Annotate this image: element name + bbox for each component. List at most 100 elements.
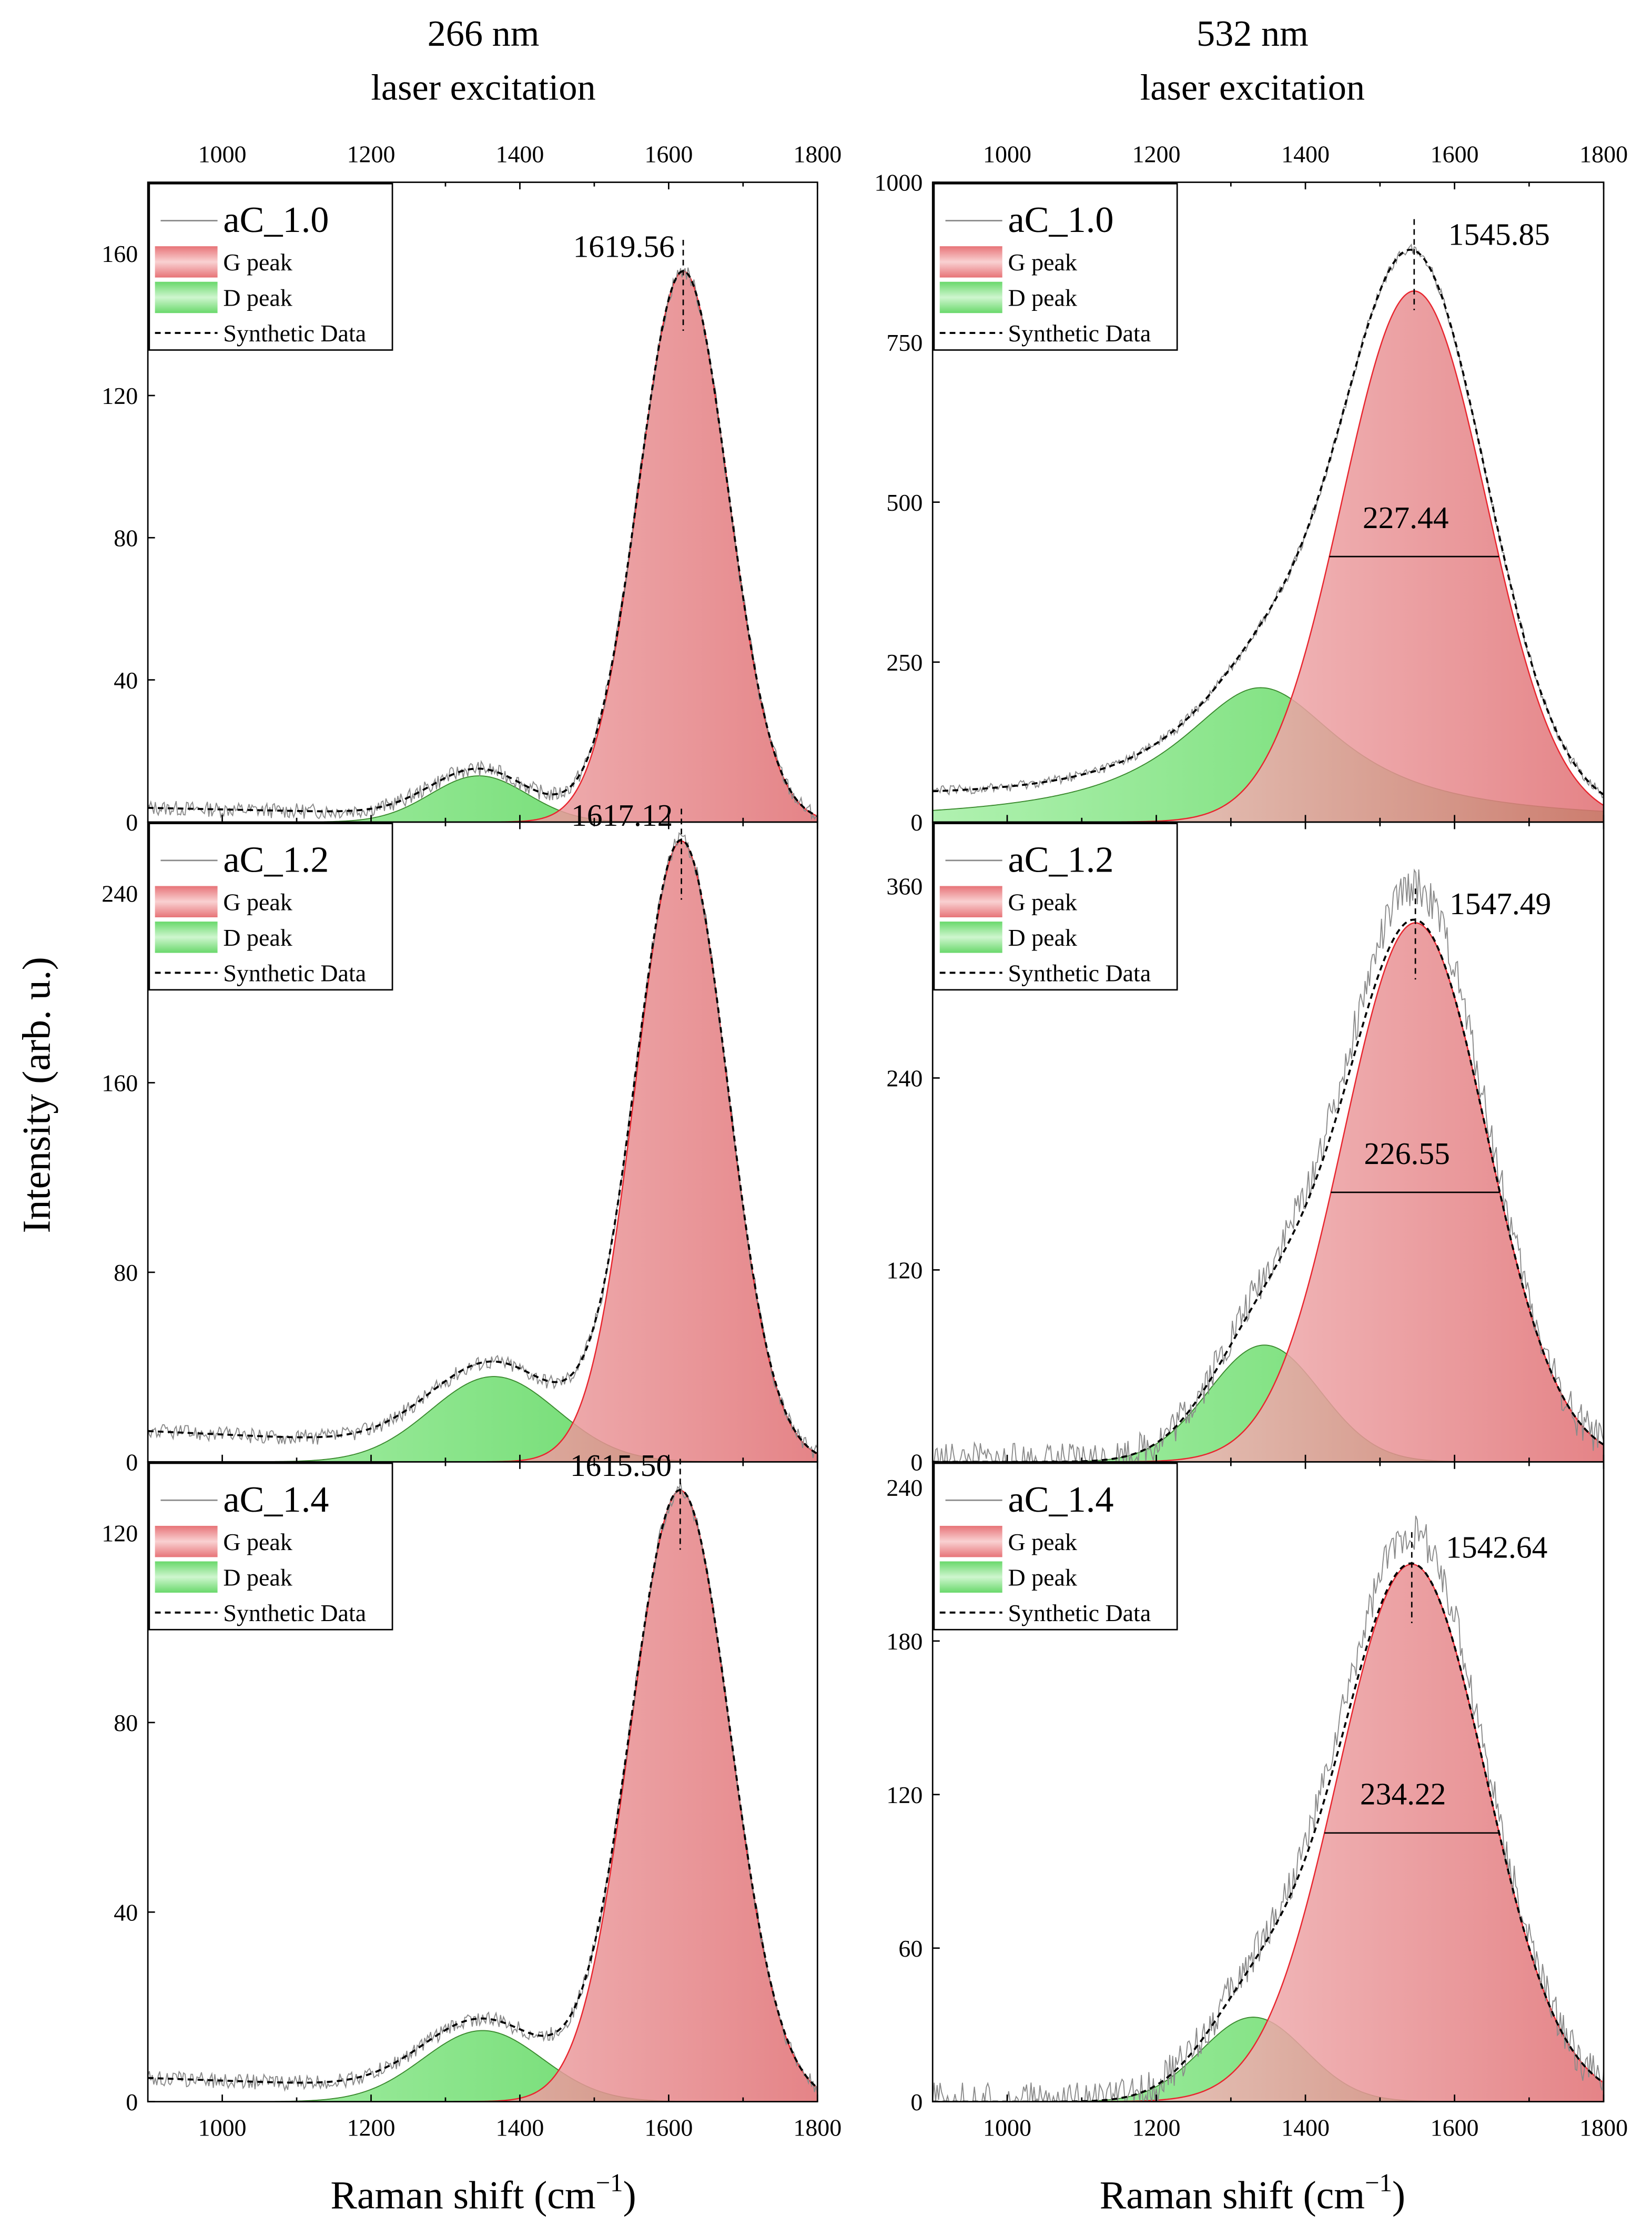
panel-1-1-legend-d-label: D peak [1008, 924, 1077, 951]
panel-0-1-legend-d-label: D peak [223, 924, 292, 951]
panel-1-0-legend-sample-name: aC_1.0 [1008, 199, 1113, 240]
panel-0-0-legend-g-label: G peak [223, 249, 292, 276]
panel-1-2-legend-sample-name: aC_1.4 [1008, 1479, 1113, 1520]
panel-0-2-bottom-xtick-label: 1200 [347, 2114, 396, 2141]
panel-1-1-legend-g-label: G peak [1008, 888, 1077, 915]
panel-0-2-bottom-xtick-label: 1600 [644, 2114, 693, 2141]
panel-0-2-legend-synthetic-label: Synthetic Data [223, 1600, 366, 1626]
panel-0-0-top-xtick-label: 1400 [495, 141, 544, 168]
panel-0-0-top-xtick-label: 1200 [347, 141, 396, 168]
panel-1-0-top-xtick-label: 1600 [1431, 141, 1479, 168]
panel-0-2-peak-position-label: 1615.50 [570, 1448, 672, 1483]
panel-1-0-ytick-label: 0 [910, 809, 923, 836]
panel-0-1-legend-g-label: G peak [223, 888, 292, 915]
panel-0-2-group: 0 40 80 120 1000 1200 1400 1600 1800 aC_1.4 G peak… [102, 1448, 842, 2141]
y-axis-label: Intensity (arb. u.) [15, 957, 59, 1233]
panel-1-0-group: 0 250 500 750 1000 1000 1200 1400 1600 1800 aC_1.0… [874, 141, 1628, 836]
panel-0-2-bottom-xtick-label: 1400 [495, 2114, 544, 2141]
panel-0-2-ytick-label: 120 [102, 1520, 138, 1547]
panel-0-1-ytick-label: 240 [102, 880, 138, 907]
panel-0-0-d-peak [148, 775, 818, 822]
panel-1-2-ytick-label: 0 [910, 2089, 923, 2115]
panel-0-2-legend-g-label: G peak [223, 1529, 292, 1555]
panel-1-2-bottom-xtick-label: 1800 [1579, 2114, 1628, 2141]
panel-0-1-raw-spectrum [148, 832, 818, 1459]
column-title-266-line2: laser excitation [371, 67, 595, 108]
panel-1-2-group: 0 60 120 180 240 1000 1200 1400 1600 1800 aC_1.4 G … [886, 1461, 1628, 2141]
panel-1-0-ytick-label: 1000 [874, 169, 923, 196]
panel-1-0-legend-synthetic-label: Synthetic Data [1008, 320, 1151, 347]
panel-1-1-legend-g-swatch [939, 886, 1002, 918]
panel-0-0-top-xtick-label: 1600 [644, 141, 693, 168]
panel-1-2-fwhm-label: 234.22 [1360, 1777, 1446, 1811]
panel-1-1-legend-synthetic-label: Synthetic Data [1008, 960, 1151, 987]
panel-1-2-legend-synthetic-label: Synthetic Data [1008, 1600, 1151, 1626]
panel-0-1-ytick-label: 160 [102, 1070, 138, 1097]
panel-1-1-group: 0 120 240 360 aC_1.2 G peak D peak Synthetic Da… [886, 821, 1605, 1476]
panel-0-2-legend-d-swatch [155, 1561, 218, 1593]
panel-1-2-raw-spectrum [933, 1515, 1604, 2102]
panel-0-2-legend-sample-name: aC_1.4 [223, 1479, 329, 1520]
panel-0-2-frame [147, 1461, 818, 2103]
panel-0-1-legend-sample-name: aC_1.2 [223, 839, 329, 880]
panel-0-1-peak-position-label: 1617.12 [571, 798, 673, 833]
panel-0-0-legend-g-swatch [155, 246, 218, 278]
panel-0-2-plot-area [148, 1482, 818, 2102]
panel-1-0-raw-spectrum [933, 243, 1604, 798]
panel-1-0-legend-g-label: G peak [1008, 249, 1077, 276]
panel-1-1-raw-spectrum [933, 868, 1604, 1462]
panel-0-0-ytick-label: 40 [114, 667, 138, 694]
panel-0-2-raw-spectrum [148, 1482, 818, 2094]
panel-1-0-top-xtick-label: 1200 [1132, 141, 1181, 168]
panel-1-2-ytick-label: 60 [898, 1935, 923, 1962]
panel-0-0-plot-area [148, 267, 818, 822]
panel-1-2-ytick-label: 120 [886, 1781, 923, 1808]
panel-1-0-ytick-label: 500 [886, 489, 923, 516]
panel-1-2-bottom-xtick-label: 1200 [1132, 2114, 1181, 2141]
panel-1-2-ytick-label: 180 [886, 1628, 923, 1655]
panel-1-1-ytick-label: 360 [886, 873, 923, 900]
panel-1-0-synthetic-fit [933, 248, 1604, 796]
panel-1-0-top-xtick-label: 1400 [1281, 141, 1330, 168]
panel-1-2-bottom-xtick-label: 1400 [1281, 2114, 1330, 2141]
panel-0-1-legend-g-swatch [155, 886, 218, 918]
panel-0-1-ytick-label: 0 [126, 1449, 138, 1476]
column-title-532-line1: 532 nm [1197, 13, 1309, 54]
panel-1-0-legend-g-swatch [939, 246, 1002, 278]
panel-0-2-ytick-label: 0 [126, 2089, 138, 2115]
x-axis-label-right: Raman shift (cm−1) [1100, 2169, 1405, 2217]
panel-1-2-legend-g-label: G peak [1008, 1529, 1077, 1555]
panel-0-2-bottom-xtick-label: 1000 [198, 2114, 247, 2141]
panel-0-0-legend-d-label: D peak [223, 285, 292, 311]
panel-1-2-legend-g-swatch [939, 1525, 1002, 1557]
panel-0-1-legend-d-swatch [155, 922, 218, 953]
panel-0-0-g-peak [148, 270, 818, 822]
panel-0-2-bottom-xtick-label: 1800 [793, 2114, 842, 2141]
panel-1-1-legend-d-swatch [939, 922, 1002, 953]
panel-1-0-fwhm-label: 227.44 [1363, 500, 1449, 535]
panel-1-0-ytick-label: 250 [886, 649, 923, 676]
panel-1-0-ytick-label: 750 [886, 329, 923, 356]
panel-1-0-legend-d-label: D peak [1008, 285, 1077, 311]
panel-0-0-legend-sample-name: aC_1.0 [223, 199, 329, 240]
column-title-266-line1: 266 nm [428, 13, 540, 54]
panel-1-2-legend-d-swatch [939, 1561, 1002, 1593]
panel-0-0-ytick-label: 160 [102, 240, 138, 267]
panel-1-1-ytick-label: 240 [886, 1065, 923, 1092]
panel-0-0-synthetic-fit [148, 270, 818, 817]
x-axis-label-left: Raman shift (cm−1) [330, 2169, 636, 2217]
panel-1-2-legend-d-label: D peak [1008, 1564, 1077, 1591]
panel-0-2-ytick-label: 80 [114, 1709, 138, 1736]
panel-1-0-top-xtick-label: 1000 [983, 141, 1031, 168]
panel-0-2-synthetic-fit [148, 1489, 818, 2089]
panel-1-2-bottom-xtick-label: 1000 [983, 2114, 1031, 2141]
panel-1-2-ytick-label: 240 [886, 1474, 923, 1501]
panel-1-0-top-xtick-label: 1800 [1579, 141, 1628, 168]
panel-1-0-peak-position-label: 1545.85 [1448, 217, 1550, 251]
panel-0-0-ytick-label: 0 [126, 809, 138, 836]
panel-1-2-bottom-xtick-label: 1600 [1431, 2114, 1479, 2141]
panel-1-1-legend-sample-name: aC_1.2 [1008, 839, 1113, 880]
panel-0-0-peak-position-label: 1619.56 [573, 229, 675, 264]
panel-1-2-peak-position-label: 1542.64 [1446, 1530, 1547, 1565]
